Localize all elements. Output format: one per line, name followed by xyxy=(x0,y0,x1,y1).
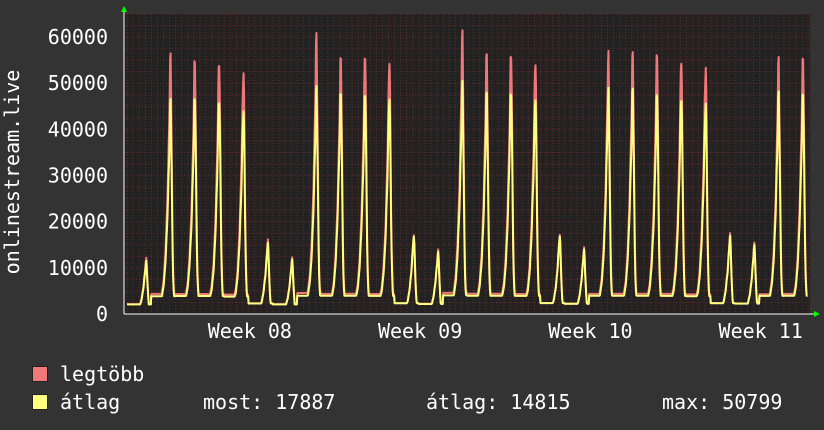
x-tick-label: Week 08 xyxy=(208,319,292,343)
stat-most: most: 17887 xyxy=(203,390,336,414)
y-tick-label: 40000 xyxy=(48,117,108,141)
legend-swatch-avg xyxy=(32,394,48,410)
legend-swatch-max xyxy=(32,366,48,382)
legend-item-avg: átlag xyxy=(32,390,120,414)
y-tick-label: 10000 xyxy=(48,256,108,280)
x-tick-label: Week 09 xyxy=(378,319,462,343)
stat-average: átlag: 14815 xyxy=(426,390,571,414)
y-axis-arrow xyxy=(121,6,127,12)
y-tick-label: 0 xyxy=(96,302,108,326)
x-axis-arrow xyxy=(814,311,820,317)
y-tick-label: 60000 xyxy=(48,25,108,49)
y-tick-labels: 0 10000 20000 30000 40000 50000 60000 xyxy=(48,25,108,326)
x-tick-labels: Week 08 Week 09 Week 10 Week 11 xyxy=(208,319,803,343)
y-tick-label: 20000 xyxy=(48,210,108,234)
series-line xyxy=(126,79,809,306)
series-lines xyxy=(126,29,809,306)
y-axis-title: onlinestream.live xyxy=(0,70,24,275)
y-axis-title-container: onlinestream.live xyxy=(0,70,24,275)
y-tick-label: 30000 xyxy=(48,164,108,188)
x-tick-label: Week 10 xyxy=(548,319,632,343)
legend-label-avg: átlag xyxy=(60,390,121,414)
x-tick-label: Week 11 xyxy=(719,319,803,343)
axes xyxy=(121,6,820,317)
stat-max: max: 50799 xyxy=(662,390,783,414)
legend-item-max: legtöbb xyxy=(32,362,144,386)
y-tick-label: 50000 xyxy=(48,71,108,95)
legend-label-max: legtöbb xyxy=(60,362,145,386)
